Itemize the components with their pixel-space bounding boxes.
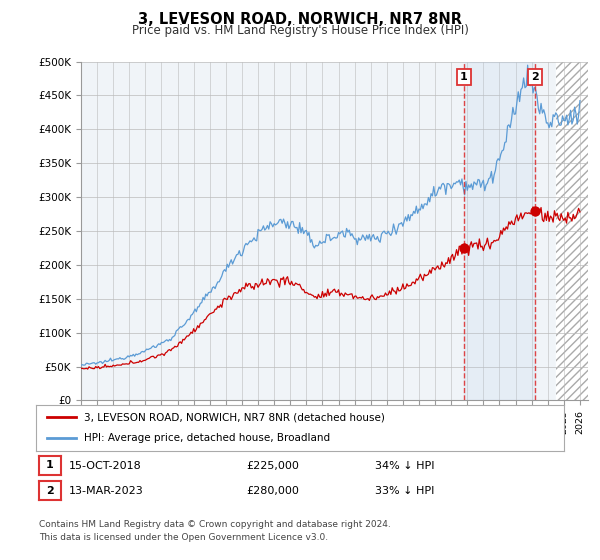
- Text: £280,000: £280,000: [246, 486, 299, 496]
- Text: Contains HM Land Registry data © Crown copyright and database right 2024.
This d: Contains HM Land Registry data © Crown c…: [39, 520, 391, 542]
- Text: 34% ↓ HPI: 34% ↓ HPI: [375, 461, 434, 471]
- Text: 3, LEVESON ROAD, NORWICH, NR7 8NR (detached house): 3, LEVESON ROAD, NORWICH, NR7 8NR (detac…: [83, 412, 385, 422]
- Point: [530, 206, 539, 215]
- Text: £225,000: £225,000: [246, 461, 299, 471]
- Text: 15-OCT-2018: 15-OCT-2018: [69, 461, 142, 471]
- Text: 2: 2: [531, 72, 539, 82]
- Bar: [464, 62, 535, 400]
- Text: HPI: Average price, detached house, Broadland: HPI: Average price, detached house, Broa…: [83, 433, 329, 444]
- Text: 33% ↓ HPI: 33% ↓ HPI: [375, 486, 434, 496]
- Text: Price paid vs. HM Land Registry's House Price Index (HPI): Price paid vs. HM Land Registry's House …: [131, 24, 469, 37]
- Text: 1: 1: [460, 72, 468, 82]
- Text: 2: 2: [46, 486, 53, 496]
- Text: 3, LEVESON ROAD, NORWICH, NR7 8NR: 3, LEVESON ROAD, NORWICH, NR7 8NR: [138, 12, 462, 27]
- Text: 13-MAR-2023: 13-MAR-2023: [69, 486, 144, 496]
- Text: 1: 1: [46, 460, 53, 470]
- Bar: [556, 62, 588, 400]
- Point: [459, 244, 469, 253]
- Bar: [556, 62, 588, 400]
